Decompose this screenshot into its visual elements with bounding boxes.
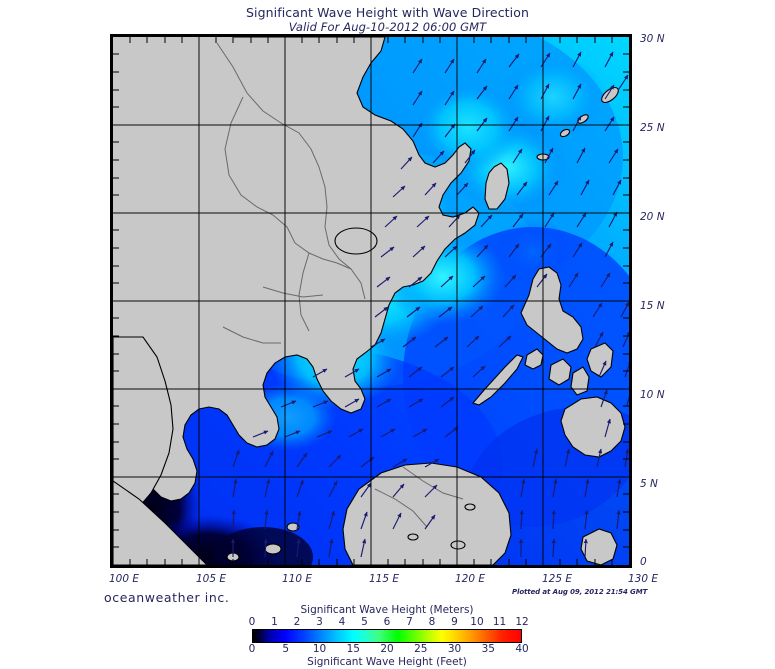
colorbar-ticks-feet: 0 5 10 15 20 25 30 35 40 bbox=[248, 643, 529, 656]
map-canvas bbox=[113, 37, 629, 565]
x-axis-label-120e: 120 E bbox=[454, 573, 486, 585]
y-axis-label-20n: 20 N bbox=[640, 211, 665, 223]
x-axis-label-125e: 125 E bbox=[541, 573, 573, 585]
cb-m-9: 9 bbox=[451, 616, 458, 628]
x-axis-label-130e: 130 E bbox=[627, 573, 659, 585]
cb-f-25: 25 bbox=[414, 643, 428, 655]
map-gridlines bbox=[113, 37, 629, 565]
cb-f-35: 35 bbox=[481, 643, 495, 655]
wave-direction-arrows bbox=[230, 51, 629, 558]
cb-m-7: 7 bbox=[406, 616, 413, 628]
cb-m-2: 2 bbox=[293, 616, 301, 628]
colorbar-title-feet: Significant Wave Height (Feet) bbox=[307, 656, 467, 668]
colorbar-gradient bbox=[252, 629, 522, 643]
cb-f-0: 0 bbox=[248, 643, 256, 655]
cb-m-10: 10 bbox=[470, 616, 484, 628]
cb-m-8: 8 bbox=[428, 616, 436, 628]
cb-f-15: 15 bbox=[346, 643, 360, 655]
cb-f-20: 20 bbox=[380, 643, 394, 655]
chart-subtitle: Valid For Aug-10-2012 06:00 GMT bbox=[288, 20, 487, 34]
cb-m-12: 12 bbox=[515, 616, 529, 628]
producer-credit: oceanweather inc. bbox=[104, 590, 230, 605]
map-plot-area[interactable] bbox=[110, 34, 632, 568]
x-axis-label-115e: 115 E bbox=[368, 573, 400, 585]
page-title: Significant Wave Height with Wave Direct… bbox=[245, 5, 530, 20]
cb-m-5: 5 bbox=[361, 616, 368, 628]
cb-f-30: 30 bbox=[447, 643, 462, 655]
cb-f-10: 10 bbox=[312, 643, 327, 655]
map-edge-ticks bbox=[113, 37, 629, 565]
y-axis-label-25n: 25 N bbox=[640, 122, 665, 134]
y-axis-label-15n: 15 N bbox=[640, 300, 665, 312]
y-axis-label-5n: 5 N bbox=[640, 478, 658, 490]
cb-f-40: 40 bbox=[515, 643, 529, 655]
political-borders bbox=[216, 42, 464, 528]
cb-m-1: 1 bbox=[271, 616, 278, 628]
x-axis-label-100e: 100 E bbox=[108, 573, 140, 585]
colorbar-ticks-meters: 0 1 2 3 4 5 6 7 8 9 10 11 12 bbox=[248, 616, 529, 629]
y-axis-label-30n: 30 N bbox=[640, 33, 665, 45]
cb-m-3: 3 bbox=[316, 616, 323, 628]
y-axis-label-0: 0 bbox=[640, 556, 647, 568]
colorbar-legend: Significant Wave Height (Meters) 0 1 2 3… bbox=[248, 604, 529, 669]
cb-m-6: 6 bbox=[383, 616, 391, 628]
x-axis-label-105e: 105 E bbox=[195, 573, 227, 585]
map-svg bbox=[113, 37, 629, 565]
chart-title-block: Significant Wave Height with Wave Direct… bbox=[0, 5, 775, 34]
x-axis-label-110e: 110 E bbox=[281, 573, 313, 585]
cb-m-11: 11 bbox=[492, 616, 507, 628]
y-axis-label-10n: 10 N bbox=[640, 389, 665, 401]
cb-f-5: 5 bbox=[282, 643, 290, 655]
colorbar-title-meters: Significant Wave Height (Meters) bbox=[300, 604, 474, 616]
cb-m-4: 4 bbox=[338, 616, 346, 628]
cb-m-0: 0 bbox=[248, 616, 256, 628]
plotted-timestamp: Plotted at Aug 09, 2012 21:54 GMT bbox=[512, 588, 648, 596]
